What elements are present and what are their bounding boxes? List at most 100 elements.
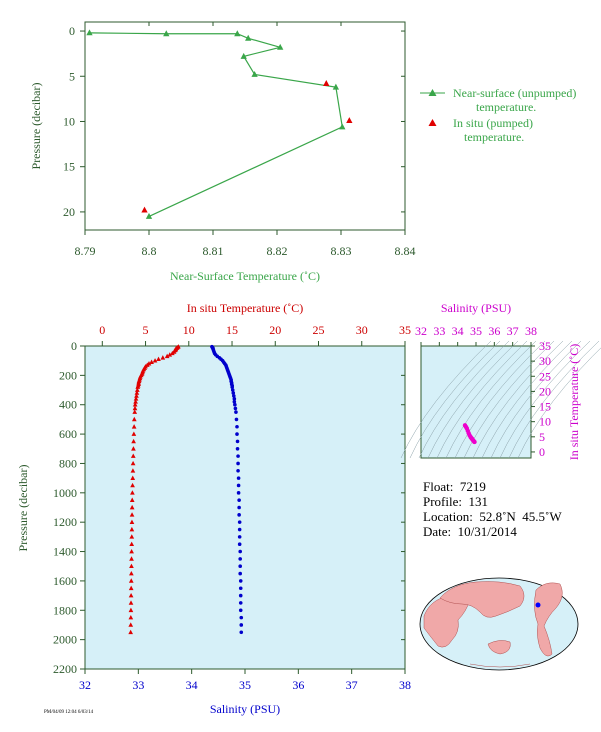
- ts-isopycnals: [400, 340, 601, 459]
- temperature-point: [164, 353, 170, 359]
- temperature-point: [131, 431, 137, 436]
- main-top-axis-label: In situ Temperature (˚C): [187, 301, 304, 315]
- main-y-tick-label: 1800: [53, 603, 77, 617]
- temperature-point: [131, 416, 137, 422]
- ts-x-tick-label: 37: [507, 324, 519, 338]
- salinity-tick-label: 34: [186, 678, 198, 692]
- isopycnal-line: [454, 340, 546, 459]
- world-map: [419, 577, 579, 671]
- salinity-point: [236, 454, 240, 458]
- temperature-point: [129, 541, 135, 547]
- salinity-point: [232, 394, 236, 398]
- top-x-tick-label: 8.82: [267, 244, 288, 258]
- legend-entry-1-line2: temperature.: [476, 100, 536, 114]
- salinity-point: [230, 385, 234, 389]
- salinity-point: [236, 461, 240, 466]
- isopycnal-line: [472, 340, 564, 459]
- profile-chart: 0200400600800100012001400160018002000220…: [16, 301, 411, 716]
- ts-y-tick-label: 15: [539, 400, 551, 414]
- salinity-point: [233, 402, 237, 407]
- in-situ-point: [346, 117, 353, 124]
- ts-y-tick-label: 0: [539, 445, 545, 459]
- temperature-point: [128, 585, 134, 591]
- isopycnal-line: [517, 347, 601, 459]
- temperature-point: [134, 390, 140, 395]
- top-y-tick-label: 5: [69, 69, 75, 83]
- main-salinity-ticks: 32 33 34 35 36 37 38: [79, 669, 411, 692]
- temperature-point: [130, 475, 136, 480]
- in-situ-point: [323, 79, 330, 86]
- salinity-point: [232, 399, 237, 404]
- salinity-point: [237, 527, 242, 532]
- top-x-tick-label: 8.79: [75, 244, 96, 258]
- top-y-tick-label: 10: [63, 114, 75, 128]
- legend-entry-1-line1: Near-surface (unpumped): [453, 86, 576, 100]
- ts-x-tick-label: 38: [525, 324, 537, 338]
- temperature-point: [160, 355, 166, 360]
- temperature-point: [129, 563, 134, 569]
- temperature-point: [130, 460, 136, 466]
- temperature-point: [130, 490, 135, 495]
- temperature-point: [133, 396, 139, 401]
- map-location-marker: [535, 602, 541, 608]
- near-surface-point: [332, 83, 340, 90]
- isopycnal-line: [490, 340, 582, 459]
- isopycnal-line: [436, 340, 528, 459]
- top-x-tick-label: 8.81: [203, 244, 224, 258]
- temperature-point: [129, 534, 135, 539]
- legend-entry-2-line2: temperature.: [464, 130, 524, 144]
- main-y-tick-label: 1400: [53, 545, 77, 559]
- temperature-point: [131, 424, 137, 429]
- temperature-point: [149, 359, 154, 364]
- ts-point: [472, 439, 477, 445]
- salinity-tick-label: 35: [239, 678, 251, 692]
- top-plot-frame: [84, 21, 406, 231]
- temperature-tick-label: 0: [99, 323, 105, 337]
- temperature-point: [129, 548, 134, 554]
- salinity-tick-label: 33: [132, 678, 144, 692]
- salinity-point: [237, 535, 242, 539]
- temperature-point: [129, 526, 135, 532]
- temperature-point: [133, 399, 138, 404]
- isopycnal-line: [418, 340, 510, 459]
- legend-entry-2-line1: In situ (pumped): [453, 116, 533, 130]
- top-series: [86, 29, 353, 219]
- near-surface-point: [234, 30, 241, 37]
- ts-y-tick-label: 20: [539, 384, 551, 398]
- top-legend: Near-surface (unpumped) temperature. In …: [420, 86, 576, 144]
- near-surface-point: [145, 212, 153, 219]
- series-near-surface-line: [89, 32, 343, 217]
- near-surface-point: [86, 29, 93, 36]
- main-temperature-ticks: 0 5 10 15 20 25 30 35: [99, 323, 411, 346]
- top-x-tick-label: 8.83: [331, 244, 352, 258]
- isopycnal-line: [409, 340, 501, 459]
- top-x-axis-label: Near-Surface Temperature (˚C): [170, 269, 320, 283]
- top-x-tick-label: 8.8: [142, 244, 157, 258]
- isopycnal-line: [445, 340, 537, 459]
- temperature-point: [129, 504, 135, 510]
- near-surface-point: [251, 70, 258, 77]
- top-y-tick-label: 15: [63, 160, 75, 174]
- ts-y-tick-label: 30: [539, 354, 551, 368]
- ts-x-ticks: 32 33 34 35 36 37 38: [415, 324, 537, 346]
- map-land-americas: [534, 582, 563, 657]
- salinity-point: [238, 571, 242, 576]
- salinity-point: [238, 549, 242, 554]
- isopycnal-line: [427, 340, 519, 459]
- temperature-point: [128, 600, 134, 605]
- ts-y-tick-label: 10: [539, 415, 551, 429]
- near-surface-point: [245, 34, 252, 41]
- salinity-point: [237, 513, 241, 517]
- temperature-point: [131, 446, 136, 451]
- temperature-point: [128, 578, 134, 583]
- ts-y-tick-label: 35: [539, 339, 551, 353]
- salinity-point: [234, 417, 239, 422]
- ts-x-tick-label: 32: [415, 324, 427, 338]
- map-land-antarctica: [469, 663, 531, 668]
- temperature-point: [128, 607, 134, 613]
- main-y-tick-label: 2000: [53, 633, 77, 647]
- salinity-point: [236, 476, 241, 480]
- salinity-point: [231, 391, 236, 395]
